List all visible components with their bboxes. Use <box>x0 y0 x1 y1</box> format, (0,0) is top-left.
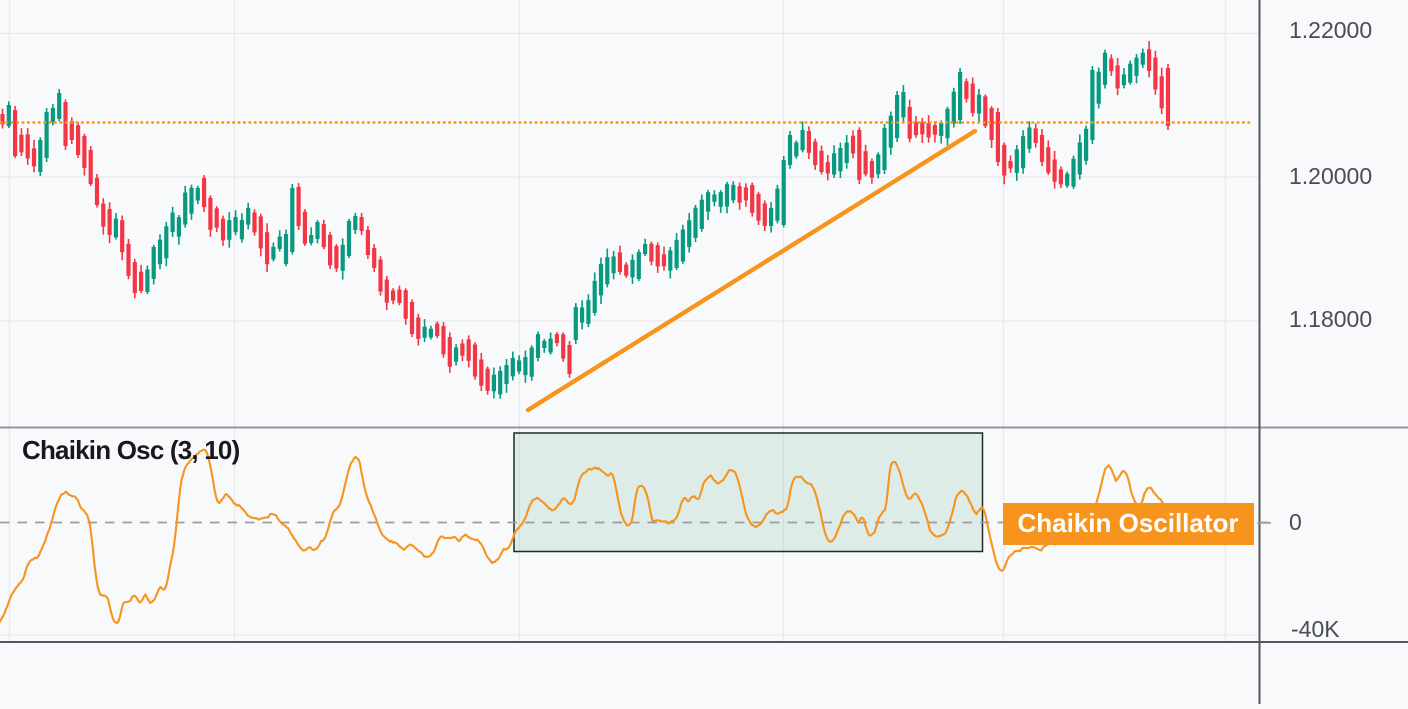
svg-text:1.22000: 1.22000 <box>1289 17 1372 43</box>
svg-text:-40K: -40K <box>1291 616 1340 642</box>
svg-text:1.20000: 1.20000 <box>1289 163 1372 189</box>
svg-text:0: 0 <box>1289 509 1302 535</box>
svg-text:Chaikin Osc (3, 10): Chaikin Osc (3, 10) <box>22 435 240 465</box>
svg-text:Chaikin Oscillator: Chaikin Oscillator <box>1017 508 1238 538</box>
svg-text:1.18000: 1.18000 <box>1289 306 1372 332</box>
